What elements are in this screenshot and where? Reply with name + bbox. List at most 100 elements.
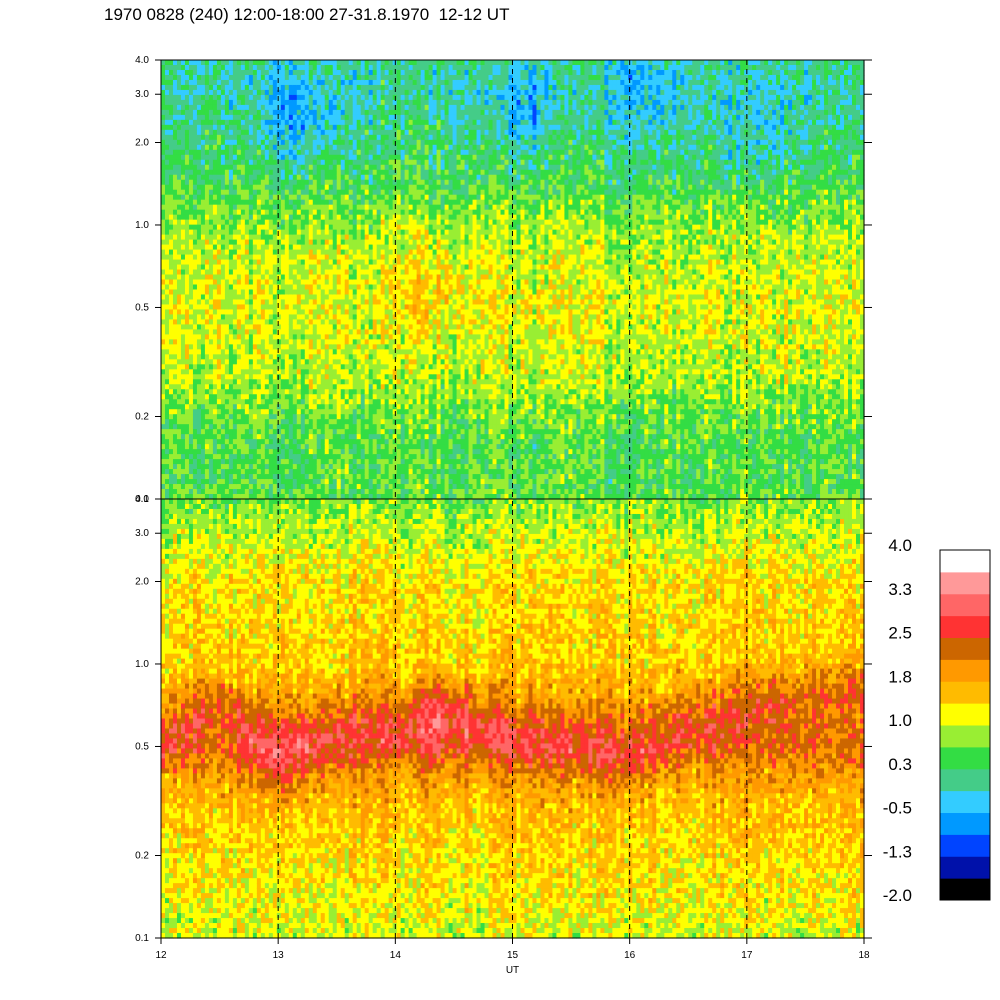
heatmap-cell bbox=[221, 489, 226, 495]
heatmap-cell bbox=[181, 175, 186, 181]
heatmap-cell bbox=[337, 280, 342, 286]
heatmap-cell bbox=[361, 240, 366, 246]
heatmap-cell bbox=[245, 85, 250, 91]
heatmap-cell bbox=[261, 489, 266, 495]
heatmap-cell bbox=[333, 354, 338, 360]
heatmap-cell bbox=[345, 260, 350, 266]
heatmap-cell bbox=[245, 155, 250, 161]
heatmap-cell bbox=[209, 484, 214, 490]
heatmap-cell bbox=[209, 215, 214, 221]
heatmap-cell bbox=[305, 284, 310, 290]
heatmap-cell bbox=[241, 289, 246, 295]
heatmap-cell bbox=[229, 230, 234, 236]
heatmap-cell bbox=[229, 289, 234, 295]
heatmap-cell bbox=[189, 329, 194, 335]
heatmap-cell bbox=[305, 235, 310, 241]
heatmap-cell bbox=[281, 190, 286, 196]
heatmap-cell bbox=[257, 469, 262, 475]
heatmap-cell bbox=[313, 100, 318, 106]
heatmap-cell bbox=[229, 125, 234, 131]
heatmap-cell bbox=[161, 215, 166, 221]
heatmap-cell bbox=[229, 319, 234, 325]
heatmap-cell bbox=[381, 75, 386, 81]
heatmap-cell bbox=[205, 60, 210, 66]
heatmap-cell bbox=[217, 235, 222, 241]
heatmap-cell bbox=[285, 90, 290, 96]
heatmap-cell bbox=[181, 329, 186, 335]
heatmap-cell bbox=[345, 324, 350, 330]
heatmap-cell bbox=[161, 185, 166, 191]
heatmap-cell bbox=[353, 115, 358, 121]
heatmap-cell bbox=[221, 220, 226, 226]
heatmap-cell bbox=[325, 120, 330, 126]
heatmap-cell bbox=[181, 265, 186, 271]
heatmap-cell bbox=[365, 339, 370, 345]
heatmap-cell bbox=[365, 160, 370, 166]
heatmap-cell bbox=[333, 369, 338, 375]
heatmap-cell bbox=[169, 135, 174, 141]
heatmap-cell bbox=[385, 225, 390, 231]
heatmap-cell bbox=[361, 225, 366, 231]
heatmap-cell bbox=[185, 359, 190, 365]
heatmap-cell bbox=[305, 160, 310, 166]
heatmap-cell bbox=[161, 255, 166, 261]
heatmap-cell bbox=[273, 125, 278, 131]
heatmap-cell bbox=[333, 404, 338, 410]
heatmap-cell bbox=[353, 299, 358, 305]
heatmap-cell bbox=[309, 135, 314, 141]
heatmap-cell bbox=[353, 414, 358, 420]
heatmap-cell bbox=[201, 379, 206, 385]
heatmap-cell bbox=[329, 359, 334, 365]
heatmap-cell bbox=[341, 314, 346, 320]
heatmap-cell bbox=[277, 180, 282, 186]
heatmap-cell bbox=[217, 150, 222, 156]
heatmap-cell bbox=[305, 409, 310, 415]
heatmap-cell bbox=[321, 409, 326, 415]
heatmap-cell bbox=[229, 170, 234, 176]
heatmap-cell bbox=[177, 359, 182, 365]
heatmap-cell bbox=[293, 135, 298, 141]
heatmap-cell bbox=[197, 95, 202, 101]
heatmap-cell bbox=[177, 215, 182, 221]
heatmap-cell bbox=[249, 439, 254, 445]
heatmap-cell bbox=[301, 215, 306, 221]
heatmap-cell bbox=[353, 334, 358, 340]
heatmap-cell bbox=[273, 319, 278, 325]
heatmap-cell bbox=[365, 225, 370, 231]
heatmap-cell bbox=[201, 464, 206, 470]
heatmap-cell bbox=[293, 429, 298, 435]
heatmap-cell bbox=[305, 364, 310, 370]
heatmap-cell bbox=[193, 419, 198, 425]
heatmap-cell bbox=[269, 140, 274, 146]
heatmap-cell bbox=[285, 429, 290, 435]
heatmap-cell bbox=[373, 265, 378, 271]
heatmap-cell bbox=[381, 175, 386, 181]
heatmap-cell bbox=[221, 434, 226, 440]
heatmap-cell bbox=[189, 265, 194, 271]
heatmap-cell bbox=[189, 469, 194, 475]
heatmap-cell bbox=[385, 369, 390, 375]
heatmap-cell bbox=[365, 115, 370, 121]
heatmap-cell bbox=[337, 409, 342, 415]
heatmap-cell bbox=[273, 384, 278, 390]
heatmap-cell bbox=[297, 479, 302, 485]
heatmap-cell bbox=[209, 270, 214, 276]
heatmap-cell bbox=[229, 210, 234, 216]
heatmap-cell bbox=[217, 170, 222, 176]
heatmap-cell bbox=[233, 135, 238, 141]
heatmap-cell bbox=[289, 424, 294, 430]
heatmap-cell bbox=[365, 165, 370, 171]
heatmap-cell bbox=[337, 135, 342, 141]
heatmap-cell bbox=[365, 275, 370, 281]
heatmap-cell bbox=[373, 115, 378, 121]
heatmap-cell bbox=[337, 120, 342, 126]
heatmap-cell bbox=[317, 464, 322, 470]
heatmap-cell bbox=[353, 369, 358, 375]
heatmap-cell bbox=[341, 429, 346, 435]
heatmap-cell bbox=[369, 240, 374, 246]
heatmap-cell bbox=[313, 95, 318, 101]
heatmap-cell bbox=[297, 130, 302, 136]
heatmap-cell bbox=[169, 60, 174, 66]
heatmap-cell bbox=[173, 294, 178, 300]
heatmap-cell bbox=[353, 324, 358, 330]
